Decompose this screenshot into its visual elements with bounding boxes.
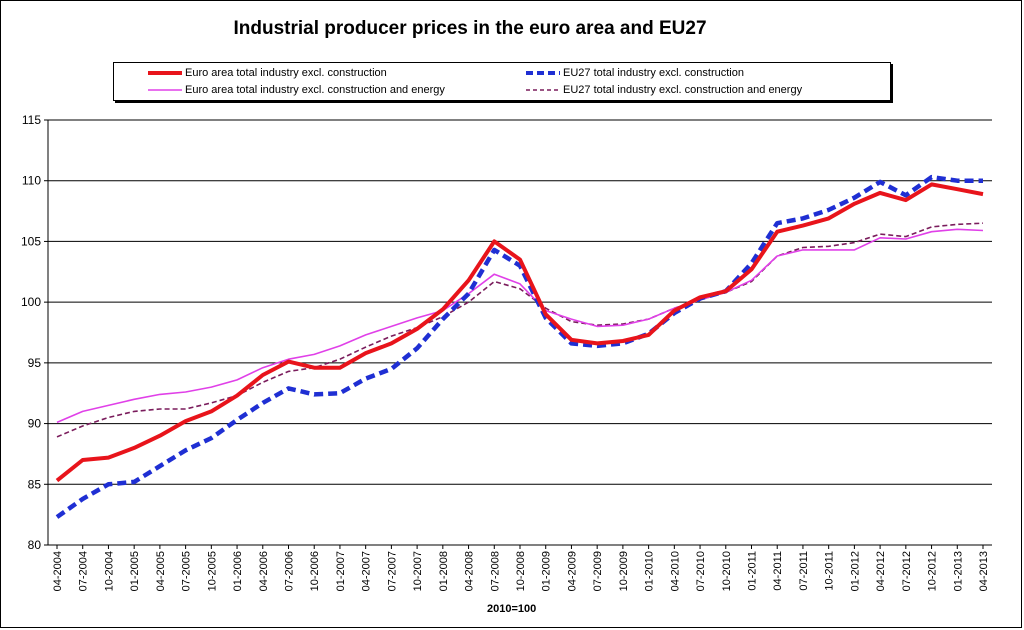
legend-item-2: Euro area total industry excl. construct… <box>148 81 445 98</box>
legend-label-0: Euro area total industry excl. construct… <box>185 66 387 79</box>
x-tick-label: 10-2005 <box>206 551 218 591</box>
legend-swatch-0 <box>148 70 182 75</box>
x-tick-label: 07-2007 <box>386 551 398 591</box>
x-tick-label: 10-2006 <box>309 551 321 591</box>
x-tick-label: 04-2012 <box>875 551 887 591</box>
x-tick-label: 04-2008 <box>464 551 476 591</box>
x-tick-label: 07-2006 <box>284 551 296 591</box>
x-tick-label: 10-2008 <box>515 551 527 591</box>
y-tick-label: 115 <box>22 113 41 127</box>
x-tick-label: 01-2009 <box>541 551 553 591</box>
x-tick-label: 01-2012 <box>849 551 861 591</box>
x-axis-label: 2010=100 <box>487 603 537 615</box>
legend-item-0: Euro area total industry excl. construct… <box>148 64 387 81</box>
series-line-0 <box>55 182 984 483</box>
x-tick-label: 04-2007 <box>361 551 373 591</box>
x-tick-label: 10-2004 <box>103 551 115 591</box>
x-tick-label: 04-2005 <box>155 551 167 591</box>
series-line-1 <box>55 174 983 519</box>
x-tick-label: 01-2008 <box>438 551 450 591</box>
x-tick-label: 10-2011 <box>824 551 836 591</box>
x-tick-label: 01-2013 <box>952 551 964 591</box>
legend: Euro area total industry excl. construct… <box>113 62 891 101</box>
x-tick-label: 04-2009 <box>566 551 578 591</box>
x-tick-label: 07-2009 <box>592 551 604 591</box>
chart-title: Industrial producer prices in the euro a… <box>233 18 707 39</box>
x-tick-label: 01-2011 <box>747 551 759 591</box>
y-tick-label: 85 <box>28 477 42 491</box>
x-tick-label: 10-2012 <box>927 551 939 591</box>
legend-item-3: EU27 total industry excl. construction a… <box>526 81 802 98</box>
x-tick-label: 07-2008 <box>489 551 501 591</box>
y-tick-label: 105 <box>21 234 41 248</box>
x-tick-label: 04-2006 <box>258 551 270 591</box>
x-tick-label: 01-2010 <box>644 551 656 591</box>
y-tick-label: 80 <box>28 538 42 552</box>
x-tick-label: 07-2004 <box>78 551 90 591</box>
y-tick-label: 90 <box>28 417 42 431</box>
legend-swatch-1 <box>526 70 560 75</box>
legend-label-1: EU27 total industry excl. construction <box>563 66 744 79</box>
legend-item-1: EU27 total industry excl. construction <box>526 64 744 81</box>
x-tick-label: 01-2007 <box>335 551 347 591</box>
x-tick-label: 10-2007 <box>412 551 424 591</box>
x-tick-label: 01-2006 <box>232 551 244 591</box>
legend-swatch-3 <box>526 88 560 91</box>
y-tick-label: 95 <box>28 356 42 370</box>
x-tick-label: 04-2011 <box>772 551 784 591</box>
y-tick-label: 110 <box>22 174 41 188</box>
legend-label-3: EU27 total industry excl. construction a… <box>563 83 803 96</box>
x-tick-label: 07-2010 <box>695 551 707 591</box>
x-tick-label: 01-2005 <box>129 551 141 591</box>
y-tick-label: 100 <box>21 295 41 309</box>
x-tick-label: 07-2011 <box>798 551 810 591</box>
x-tick-label: 04-2004 <box>52 551 64 591</box>
series-lines <box>55 174 984 519</box>
series-line-3 <box>56 222 984 438</box>
legend-label-2: Euro area total industry excl. construct… <box>185 83 445 96</box>
x-tick-label: 10-2010 <box>721 551 733 591</box>
x-tick-label: 10-2009 <box>618 551 630 591</box>
y-axis: 80 85 90 95 100 105 110 115 <box>21 113 49 552</box>
x-tick-label: 04-2010 <box>669 551 681 591</box>
legend-swatch-2 <box>148 88 182 91</box>
x-tick-label: 07-2012 <box>901 551 913 591</box>
x-tick-label: 07-2005 <box>181 551 193 591</box>
series-line-2 <box>56 228 984 424</box>
x-axis: 04-2004 07-2004 10-2004 01-2005 04-2005 07-20… <box>48 544 992 591</box>
x-tick-label: 04-2013 <box>978 551 990 591</box>
gridlines <box>48 119 992 485</box>
